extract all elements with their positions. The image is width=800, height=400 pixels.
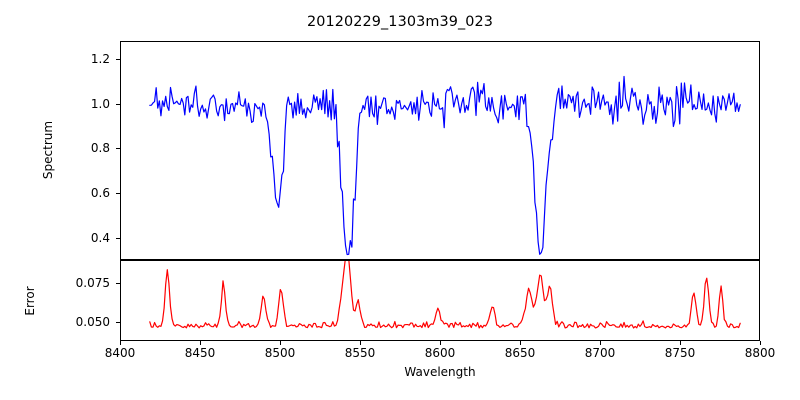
xtick-mark [440, 341, 442, 345]
figure-title: 20120229_1303m39_023 [306, 14, 494, 30]
xtick-label: 8700 [584, 346, 616, 360]
spectrum-ytick-label: 0.4 [90, 230, 110, 245]
spectrum-ytick-mark [116, 192, 120, 195]
xtick-mark [520, 341, 522, 345]
xtick-label: 8650 [504, 346, 536, 360]
xtick-label: 8500 [264, 346, 296, 360]
spectrum-ytick-label: 0.8 [90, 141, 110, 156]
spectrum-line [149, 75, 741, 256]
xtick-label: 8600 [424, 346, 456, 360]
spectrum-ytick-mark [116, 237, 120, 239]
xtick-mark [280, 341, 282, 345]
error-ytick-mark [116, 283, 120, 285]
xtick-label: 8800 [744, 346, 776, 360]
spectrum-axis-label: Spectrum [41, 120, 55, 180]
spectrum-ytick-label: 1.0 [90, 96, 110, 111]
spectrum-panel [120, 41, 760, 260]
xtick-mark [760, 341, 762, 345]
xtick-mark [120, 341, 122, 345]
xtick-mark [600, 341, 602, 345]
xtick-mark [680, 341, 682, 345]
spectrum-ytick-mark [116, 148, 120, 150]
xtick-mark [360, 341, 362, 345]
spectrum-ytick-mark [116, 103, 120, 105]
error-axis-label: Error [23, 286, 37, 316]
xtick-mark [200, 341, 202, 345]
spectrum-ytick-label: 0.6 [90, 185, 110, 200]
spectrum-ytick-mark [116, 58, 120, 60]
xtick-label: 8750 [664, 346, 696, 360]
spectrum-ytick-label: 1.2 [90, 51, 110, 66]
error-plot-area [149, 261, 741, 329]
xtick-label: 8550 [344, 346, 376, 360]
error-ytick-label: 0.050 [75, 315, 110, 330]
error-ytick-label: 0.075 [75, 276, 110, 291]
wavelength-axis-label: Wavelength [404, 365, 476, 379]
error-ytick-mark [116, 322, 120, 324]
xtick-label: 8450 [184, 346, 216, 360]
error-panel [120, 260, 760, 341]
spectrum-plot-area [149, 75, 741, 256]
xtick-label: 8400 [104, 346, 136, 360]
error-line [149, 261, 741, 329]
